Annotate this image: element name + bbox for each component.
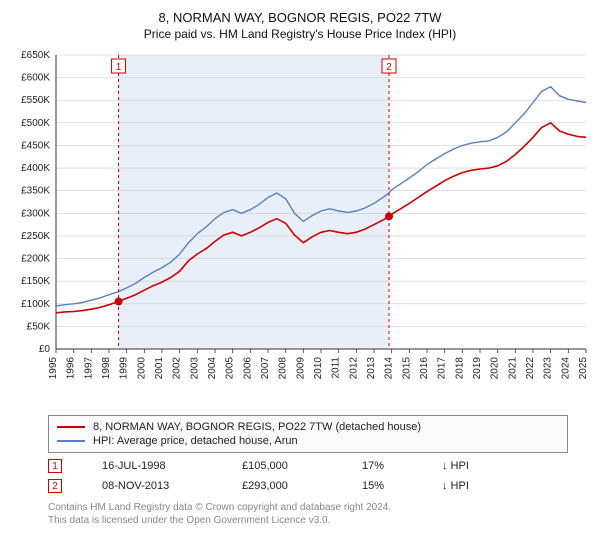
svg-text:2019: 2019 (472, 357, 483, 380)
sale-marker-icon: 2 (48, 479, 62, 493)
svg-text:2000: 2000 (136, 357, 147, 380)
legend-row-2: HPI: Average price, detached house, Arun (57, 434, 559, 448)
sale-rel: ↓ HPI (442, 460, 469, 472)
svg-text:£250K: £250K (21, 231, 50, 242)
svg-text:1999: 1999 (119, 357, 130, 380)
sale-date: 16-JUL-1998 (102, 460, 202, 472)
svg-text:1: 1 (116, 62, 122, 73)
sale-marker-icon: 1 (48, 459, 62, 473)
svg-text:£50K: £50K (27, 321, 51, 332)
svg-text:£500K: £500K (21, 118, 50, 129)
svg-text:2006: 2006 (242, 357, 253, 380)
svg-text:2022: 2022 (525, 357, 536, 380)
sale-rel: ↓ HPI (442, 480, 469, 492)
svg-text:2009: 2009 (295, 357, 306, 380)
svg-text:2002: 2002 (172, 357, 183, 380)
line-chart-svg: £0 £50K £100K £150K £200K £250K £300K £350K £400… (8, 49, 592, 409)
svg-text:1998: 1998 (101, 357, 112, 380)
svg-text:2: 2 (386, 62, 392, 73)
sale-pct: 15% (362, 480, 402, 492)
sale-pct: 17% (362, 460, 402, 472)
legend-box: 8, NORMAN WAY, BOGNOR REGIS, PO22 7TW (d… (48, 415, 568, 453)
svg-text:£150K: £150K (21, 276, 50, 287)
svg-text:2014: 2014 (384, 357, 395, 380)
footer-line2: This data is licensed under the Open Gov… (48, 514, 592, 527)
svg-text:£650K: £650K (21, 50, 50, 61)
svg-text:2024: 2024 (560, 357, 571, 380)
svg-text:2015: 2015 (401, 357, 412, 380)
svg-text:2023: 2023 (543, 357, 554, 380)
sale-price: £293,000 (242, 480, 322, 492)
svg-text:2016: 2016 (419, 357, 430, 380)
chart-title-line1: 8, NORMAN WAY, BOGNOR REGIS, PO22 7TW (8, 10, 592, 25)
legend-swatch-1 (57, 426, 85, 428)
chart-area: £0 £50K £100K £150K £200K £250K £300K £350K £400… (8, 49, 592, 409)
svg-text:2017: 2017 (437, 357, 448, 380)
svg-text:2003: 2003 (189, 357, 200, 380)
svg-text:1996: 1996 (66, 357, 77, 380)
legend-label-1: 8, NORMAN WAY, BOGNOR REGIS, PO22 7TW (d… (93, 421, 421, 433)
footer-attribution: Contains HM Land Registry data © Crown c… (48, 501, 592, 527)
svg-text:£350K: £350K (21, 186, 50, 197)
svg-text:2012: 2012 (348, 357, 359, 380)
svg-text:2008: 2008 (278, 357, 289, 380)
svg-text:2001: 2001 (154, 357, 165, 380)
legend-swatch-2 (57, 440, 85, 442)
sale-row: 1 16-JUL-1998 £105,000 17% ↓ HPI (48, 459, 592, 473)
svg-text:£400K: £400K (21, 163, 50, 174)
sale-date: 08-NOV-2013 (102, 480, 202, 492)
svg-text:£300K: £300K (21, 208, 50, 219)
svg-text:£600K: £600K (21, 73, 50, 84)
legend-label-2: HPI: Average price, detached house, Arun (93, 435, 298, 447)
sale-row: 2 08-NOV-2013 £293,000 15% ↓ HPI (48, 479, 592, 493)
chart-title-line2: Price paid vs. HM Land Registry's House … (8, 27, 592, 41)
sale-price: £105,000 (242, 460, 322, 472)
svg-text:2011: 2011 (331, 357, 342, 379)
svg-text:2025: 2025 (578, 357, 589, 380)
svg-text:2005: 2005 (225, 357, 236, 380)
svg-text:2018: 2018 (454, 357, 465, 380)
svg-text:£0: £0 (39, 344, 51, 355)
svg-text:2021: 2021 (507, 357, 518, 380)
svg-text:£450K: £450K (21, 140, 50, 151)
svg-text:£100K: £100K (21, 299, 50, 310)
footer-line1: Contains HM Land Registry data © Crown c… (48, 501, 592, 514)
svg-text:£550K: £550K (21, 95, 50, 106)
svg-text:2004: 2004 (207, 357, 218, 380)
legend-row-1: 8, NORMAN WAY, BOGNOR REGIS, PO22 7TW (d… (57, 420, 559, 434)
svg-text:2013: 2013 (366, 357, 377, 380)
svg-text:2010: 2010 (313, 357, 324, 380)
svg-text:1997: 1997 (83, 357, 94, 380)
svg-text:£200K: £200K (21, 254, 50, 265)
svg-text:2020: 2020 (490, 357, 501, 380)
svg-text:2007: 2007 (260, 357, 271, 380)
svg-text:1995: 1995 (48, 357, 59, 380)
